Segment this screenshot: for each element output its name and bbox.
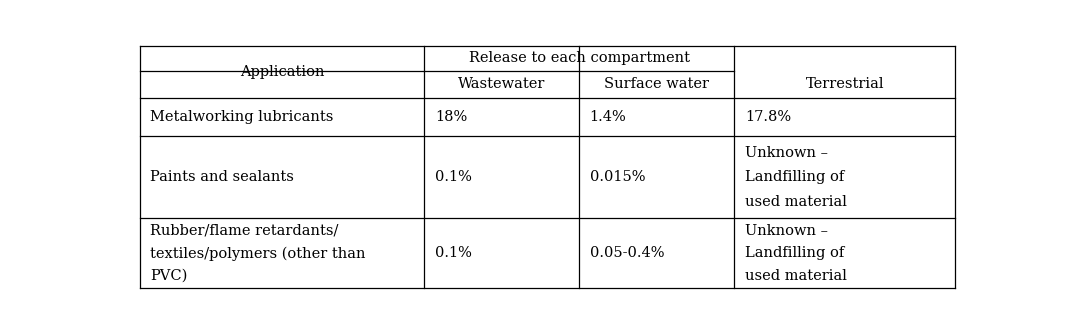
Text: used material: used material	[745, 195, 847, 209]
Text: Terrestrial: Terrestrial	[805, 77, 884, 91]
Text: Landfilling of: Landfilling of	[745, 170, 845, 184]
Text: Landfilling of: Landfilling of	[745, 246, 845, 260]
Text: 0.015%: 0.015%	[590, 170, 645, 184]
Text: 18%: 18%	[435, 110, 467, 124]
Text: 0.1%: 0.1%	[435, 246, 472, 260]
Text: 1.4%: 1.4%	[590, 110, 626, 124]
Text: 0.1%: 0.1%	[435, 170, 472, 184]
Text: Wastewater: Wastewater	[458, 77, 545, 91]
Text: 17.8%: 17.8%	[745, 110, 791, 124]
Text: Unknown –: Unknown –	[745, 224, 828, 238]
Text: Rubber/flame retardants/: Rubber/flame retardants/	[151, 224, 339, 238]
Text: Paints and sealants: Paints and sealants	[151, 170, 295, 184]
Text: Metalworking lubricants: Metalworking lubricants	[151, 110, 334, 124]
Text: Unknown –: Unknown –	[745, 146, 828, 160]
Text: textiles/polymers (other than: textiles/polymers (other than	[151, 246, 366, 260]
Text: Surface water: Surface water	[604, 77, 709, 91]
Text: used material: used material	[745, 269, 847, 283]
Text: Application: Application	[239, 65, 324, 79]
Text: 0.05-0.4%: 0.05-0.4%	[590, 246, 664, 260]
Text: Release to each compartment: Release to each compartment	[469, 51, 690, 65]
Text: PVC): PVC)	[151, 269, 188, 283]
